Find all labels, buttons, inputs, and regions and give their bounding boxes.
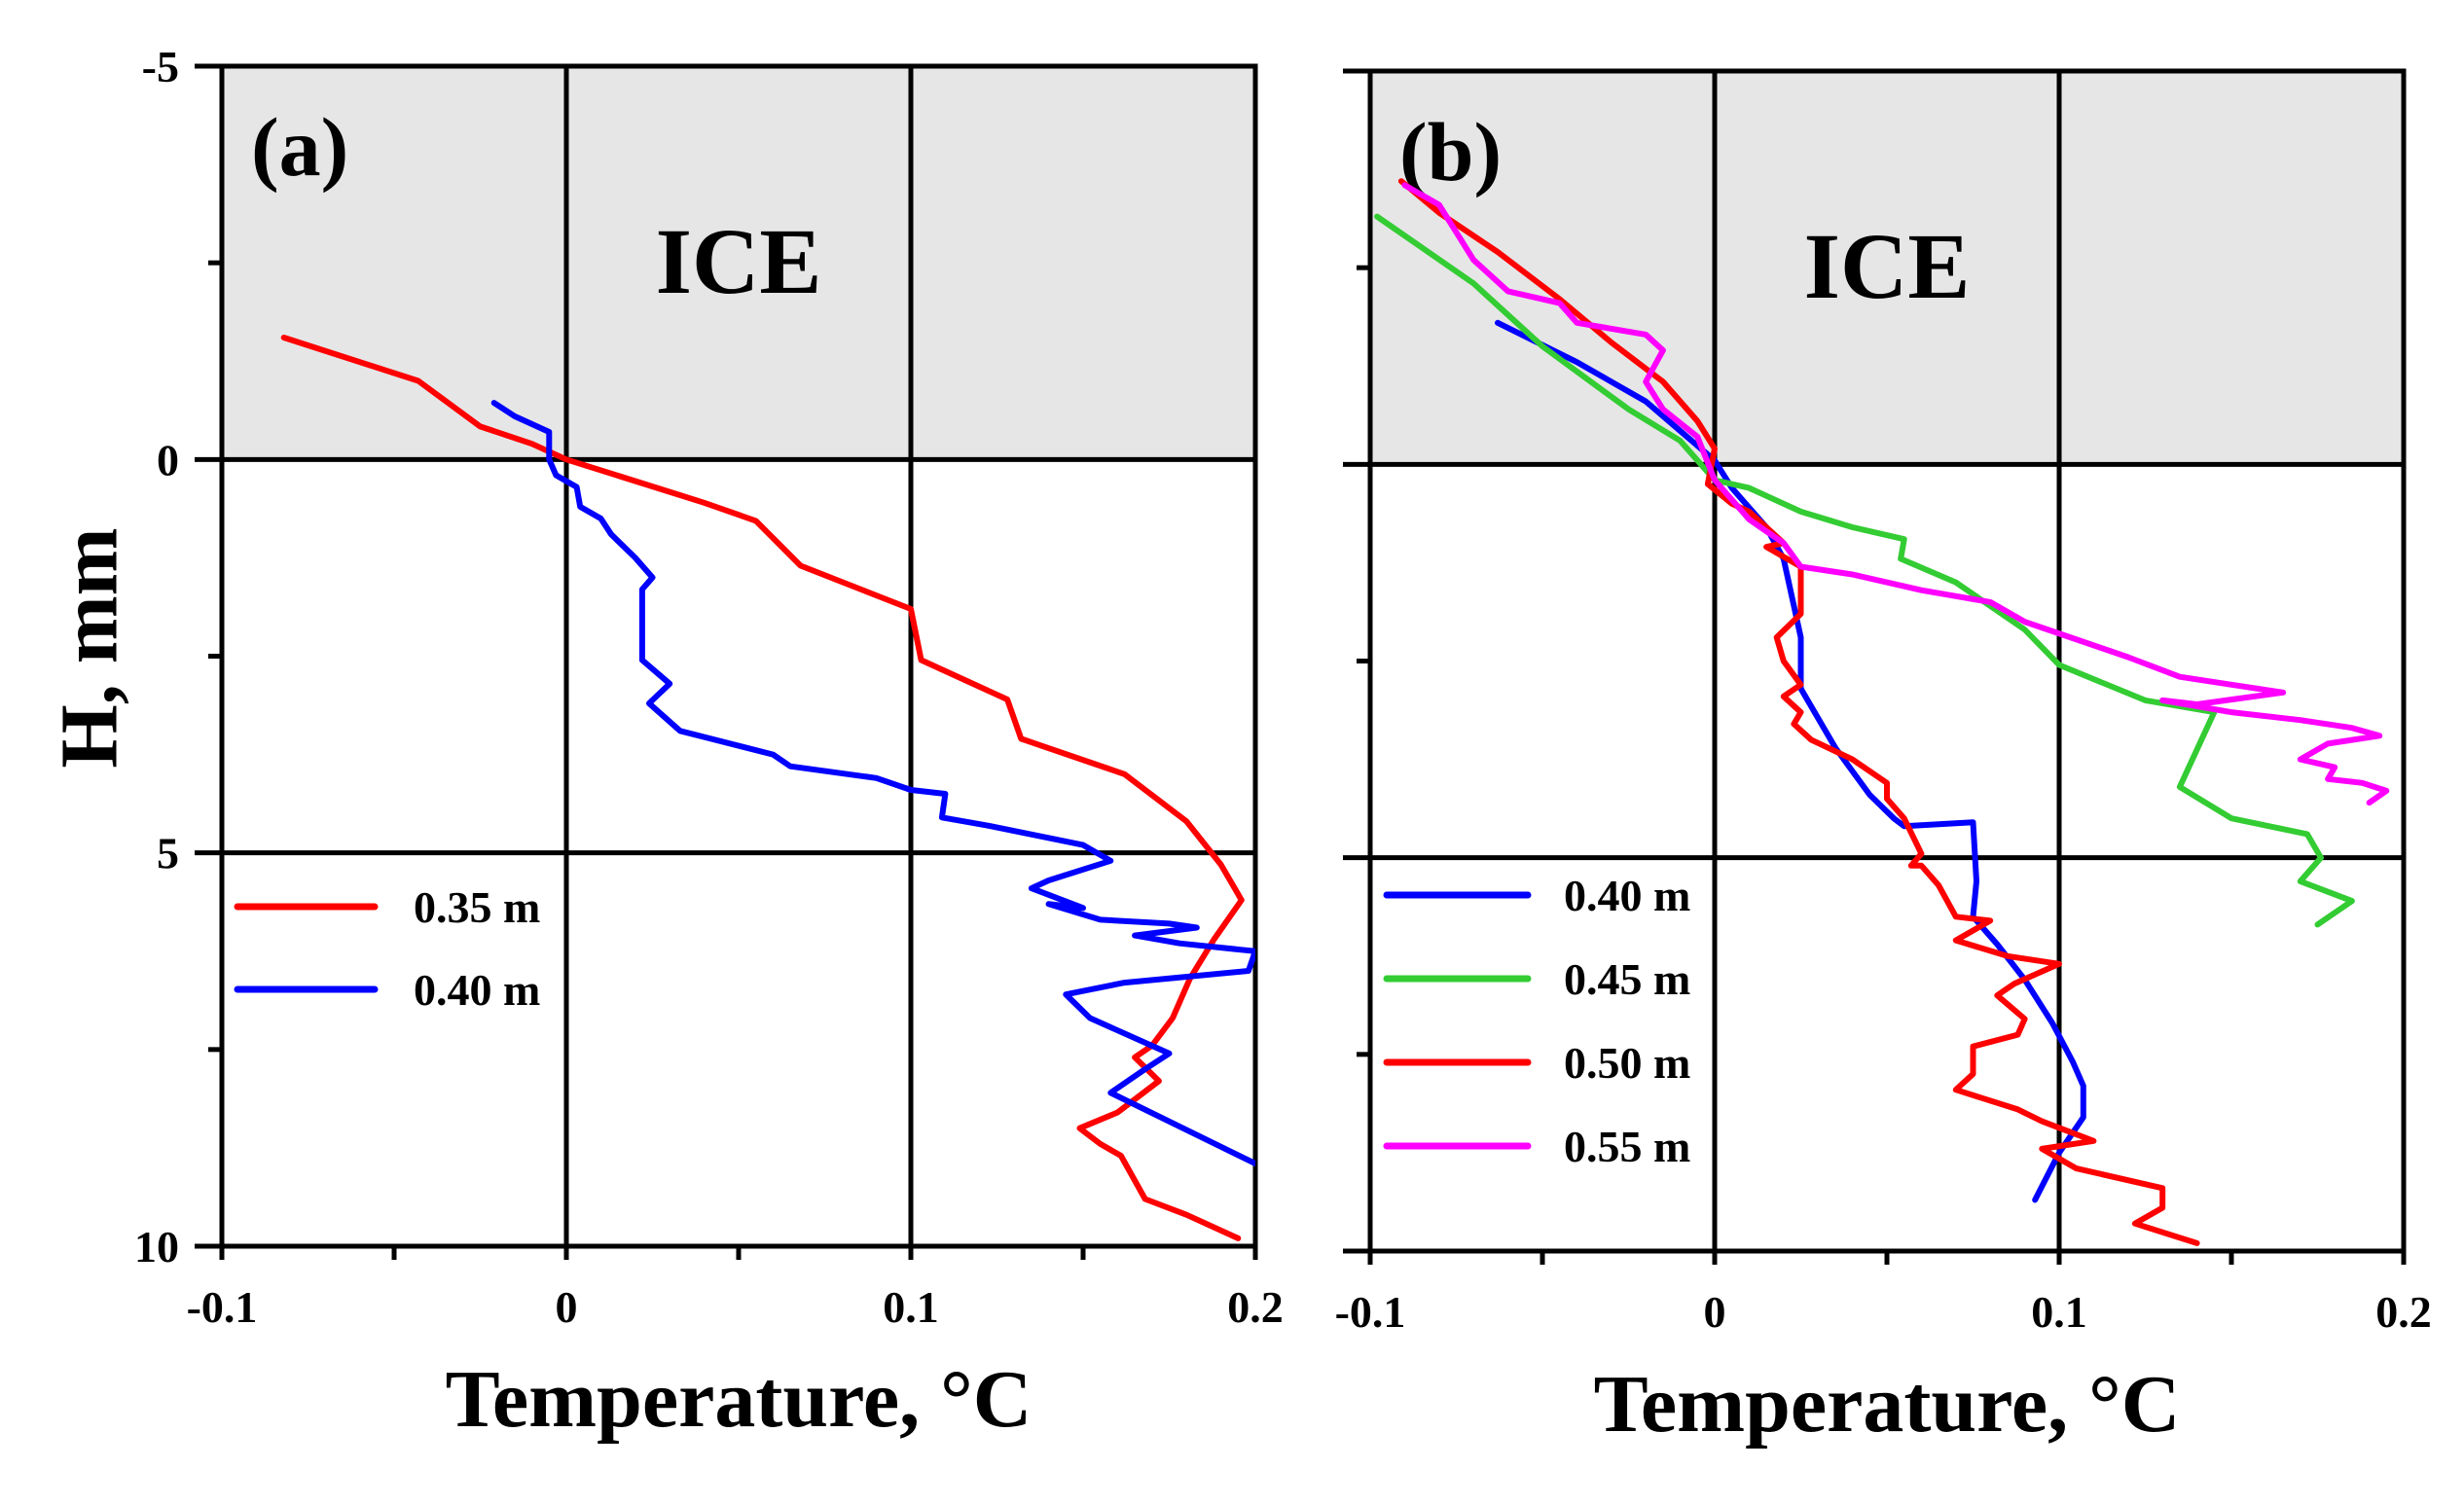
legend-label: 0.40 m	[1564, 871, 1690, 920]
x-tick-label: 0.1	[883, 1282, 939, 1332]
x-tick-label: 0.2	[2375, 1287, 2432, 1337]
x-tick-label: 0.1	[2031, 1287, 2087, 1337]
series-line-0-50-m	[1397, 178, 2200, 1246]
x-tick-label: 0	[556, 1282, 578, 1332]
ice-region	[1370, 71, 2404, 465]
legend-label: 0.40 m	[414, 965, 540, 1015]
y-tick-label: -5	[142, 42, 179, 91]
x-axis-title: Temperature, °C	[446, 1354, 1033, 1445]
y-tick-label: 10	[134, 1222, 179, 1271]
x-tick-label: -0.1	[187, 1282, 258, 1332]
x-tick-label: 0	[1704, 1287, 1726, 1337]
panel-label: (b)	[1399, 105, 1502, 198]
legend-label: 0.50 m	[1564, 1038, 1690, 1088]
panel-label: (a)	[251, 100, 348, 194]
legend-label: 0.45 m	[1564, 954, 1690, 1004]
ice-label: ICE	[656, 209, 822, 313]
series-line-0-40-m	[490, 400, 1255, 1167]
series-line-0-45-m	[1374, 213, 2355, 928]
legend-label: 0.35 m	[414, 882, 540, 932]
y-axis-title: H, mm	[44, 527, 134, 768]
legend-label: 0.55 m	[1564, 1122, 1690, 1171]
panel-a: -0.1 0 0.1 0.2 -5 0 5 10 Temperature, °C (a) ICE 0.…	[134, 42, 1284, 1445]
x-axis-title: Temperature, °C	[1594, 1359, 2181, 1450]
series-line-0-35-m	[280, 335, 1245, 1241]
series-line-0-55-m	[1401, 182, 2390, 806]
x-tick-label: -0.1	[1335, 1287, 1406, 1337]
ice-region	[222, 66, 1255, 460]
y-tick-label: 5	[157, 829, 179, 878]
y-tick-label: 0	[157, 435, 179, 484]
ice-label: ICE	[1804, 214, 1971, 318]
panel-b: -0.1 0 0.1 0.2 Temperature, °C (b) ICE 0.40 m 0.…	[1335, 68, 2432, 1450]
x-tick-label: 0.2	[1227, 1282, 1284, 1332]
